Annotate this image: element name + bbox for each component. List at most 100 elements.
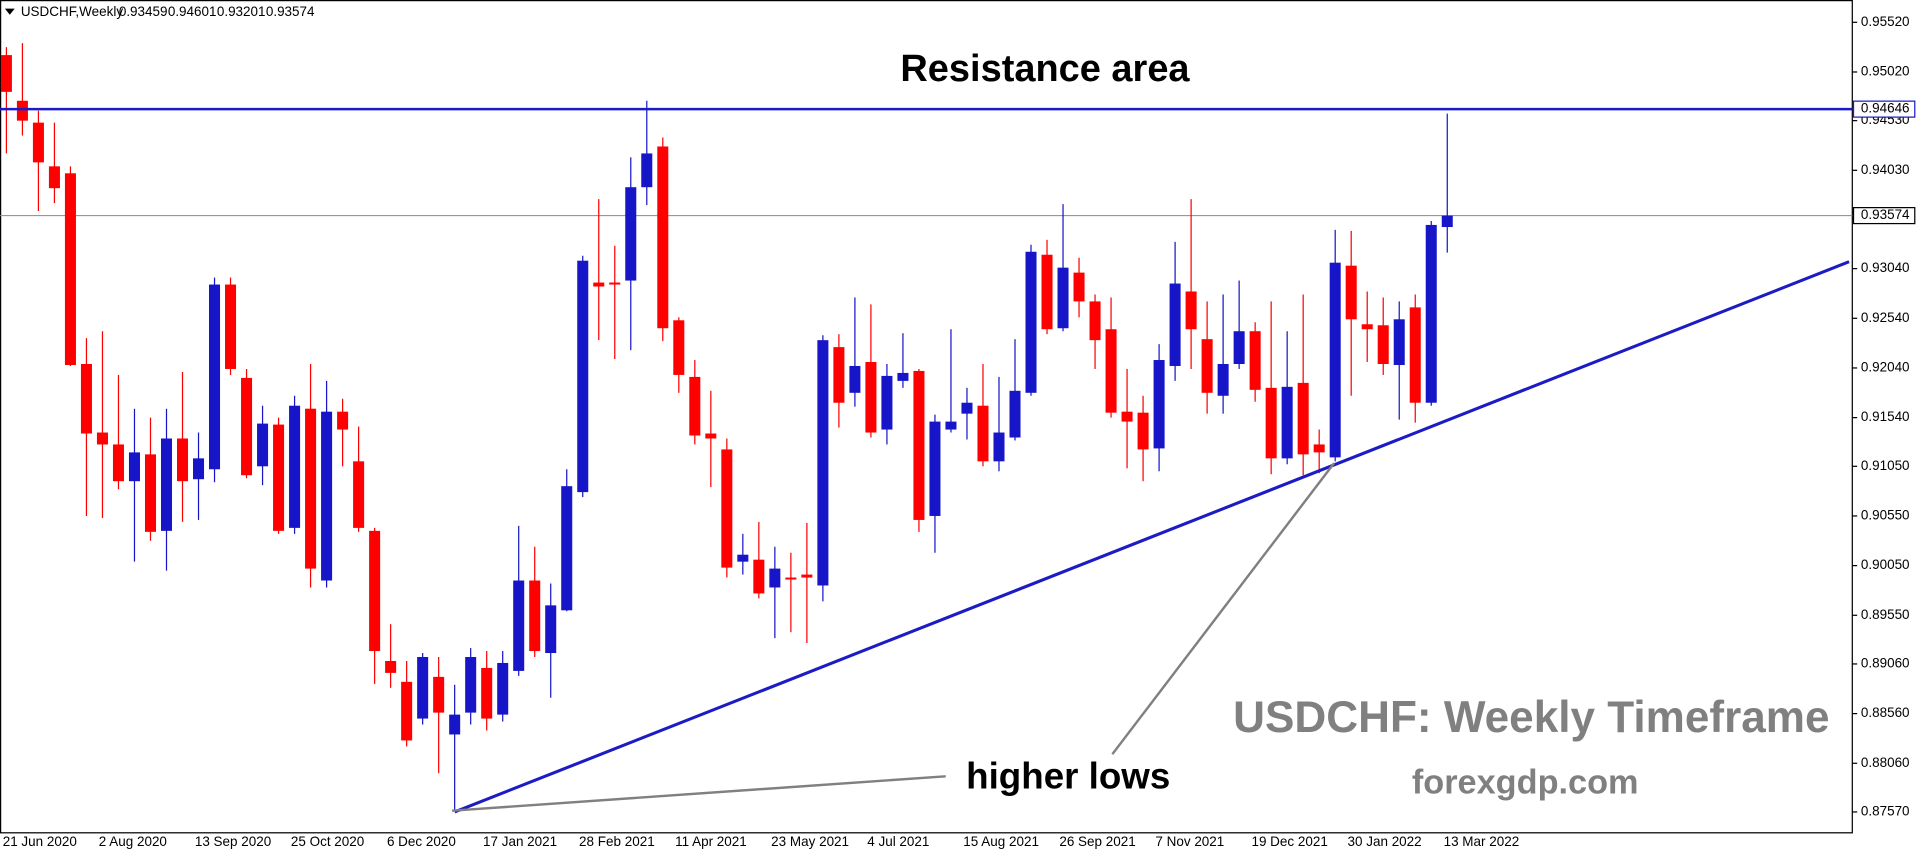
y-tick-label: 0.93040: [1861, 260, 1910, 275]
candle-body: [112, 444, 124, 482]
candle-body: [753, 559, 765, 594]
candle-body: [353, 461, 365, 528]
candle-body: [1425, 224, 1437, 403]
candle-body: [321, 411, 333, 581]
candle-body: [1089, 301, 1101, 341]
x-tick-label: 21 Jun 2020: [3, 834, 77, 849]
candle-body: [865, 362, 877, 433]
candle-body: [1441, 215, 1453, 228]
candle-body: [401, 681, 413, 741]
x-tick-label: 7 Nov 2021: [1155, 834, 1224, 849]
candle-body: [96, 432, 108, 445]
candle-body: [1169, 283, 1181, 366]
header-high: 0.94601: [168, 4, 217, 19]
resistance-label: 0.94646: [1861, 101, 1910, 116]
candle-body: [529, 580, 541, 652]
x-tick-label: 13 Sep 2020: [195, 834, 271, 849]
annotation: Resistance area: [900, 48, 1190, 90]
y-tick-label: 0.89550: [1861, 607, 1910, 622]
chart-title: USDCHF,Weekly: [21, 4, 124, 19]
candle-body: [945, 421, 957, 430]
candle-body: [625, 187, 637, 281]
candle-body: [1265, 387, 1277, 459]
candle-body: [481, 667, 493, 719]
header-close: 0.93574: [266, 4, 315, 19]
candle-body: [1105, 329, 1117, 413]
x-tick-label: 4 Jul 2021: [867, 834, 929, 849]
x-tick-label: 11 Apr 2021: [675, 834, 747, 849]
y-tick-label: 0.94030: [1861, 162, 1910, 177]
candle-body: [1297, 382, 1309, 455]
candle-body: [833, 347, 845, 403]
trendline: [454, 260, 1850, 814]
candle-body: [497, 662, 509, 715]
candle-body: [1185, 291, 1197, 330]
y-tick-label: 0.88560: [1861, 705, 1910, 720]
x-tick-label: 6 Dec 2020: [387, 834, 456, 849]
y-tick-label: 0.92040: [1861, 360, 1910, 375]
candle-body: [929, 421, 941, 516]
candle-body: [337, 411, 349, 430]
candle-body: [64, 173, 76, 365]
candle-body: [609, 282, 621, 285]
candle-body: [1361, 324, 1373, 330]
candle-body: [1377, 325, 1389, 364]
candle-body: [577, 260, 589, 493]
menu-triangle: [4, 8, 15, 15]
annotation: higher lows: [966, 756, 1170, 797]
candle-body: [593, 282, 605, 287]
candle-body: [1073, 272, 1085, 302]
candle-body: [48, 166, 60, 189]
candle-body: [273, 424, 285, 531]
candle-body: [801, 574, 813, 578]
header-open: 0.93459: [119, 4, 168, 19]
candle-body: [289, 405, 301, 528]
candle-body: [673, 320, 685, 375]
candle-body: [1345, 265, 1357, 320]
x-tick-label: 2 Aug 2020: [99, 834, 167, 849]
candle-body: [225, 284, 237, 369]
candle-body: [513, 580, 525, 671]
candle-body: [257, 423, 269, 467]
y-tick-label: 0.92540: [1861, 310, 1910, 325]
x-tick-label: 17 Jan 2021: [483, 834, 557, 849]
candle-body: [1217, 363, 1229, 396]
candle-body: [305, 408, 317, 569]
candle-body: [1041, 254, 1053, 330]
candle-body: [1009, 390, 1021, 438]
candle-body: [417, 657, 429, 719]
candle-body: [128, 452, 140, 482]
x-tick-label: 30 Jan 2022: [1348, 834, 1422, 849]
candle-body: [465, 657, 477, 713]
x-tick-label: 19 Dec 2021: [1251, 834, 1327, 849]
candle-body: [193, 458, 205, 480]
candle-body: [897, 372, 909, 381]
candle-body: [385, 660, 397, 673]
candle-body: [449, 714, 461, 735]
x-tick-label: 15 Aug 2021: [963, 834, 1039, 849]
candle-body: [961, 402, 973, 414]
header-low: 0.93201: [217, 4, 266, 19]
y-tick-label: 0.91540: [1861, 409, 1910, 424]
y-tick-label: 0.88060: [1861, 755, 1910, 770]
x-tick-label: 25 Oct 2020: [291, 834, 364, 849]
candle-body: [1329, 262, 1341, 458]
candle-body: [641, 153, 653, 188]
y-tick-label: 0.90550: [1861, 508, 1910, 523]
x-tick-label: 28 Feb 2021: [579, 834, 655, 849]
marks: 0.955200.950200.945300.940300.930400.925…: [0, 14, 1910, 849]
candle-body: [881, 375, 893, 430]
candle-body: [1249, 331, 1261, 390]
candle-body: [689, 376, 701, 436]
annotation-arrow: [1111, 462, 1336, 755]
candle-body: [1057, 267, 1069, 329]
candle-body: [705, 433, 717, 439]
candle-body: [1393, 319, 1405, 365]
resistance-label-box: [1852, 100, 1916, 118]
candle-body: [433, 676, 445, 713]
y-tick-label: 0.89060: [1861, 656, 1910, 671]
candle-body: [32, 122, 44, 163]
